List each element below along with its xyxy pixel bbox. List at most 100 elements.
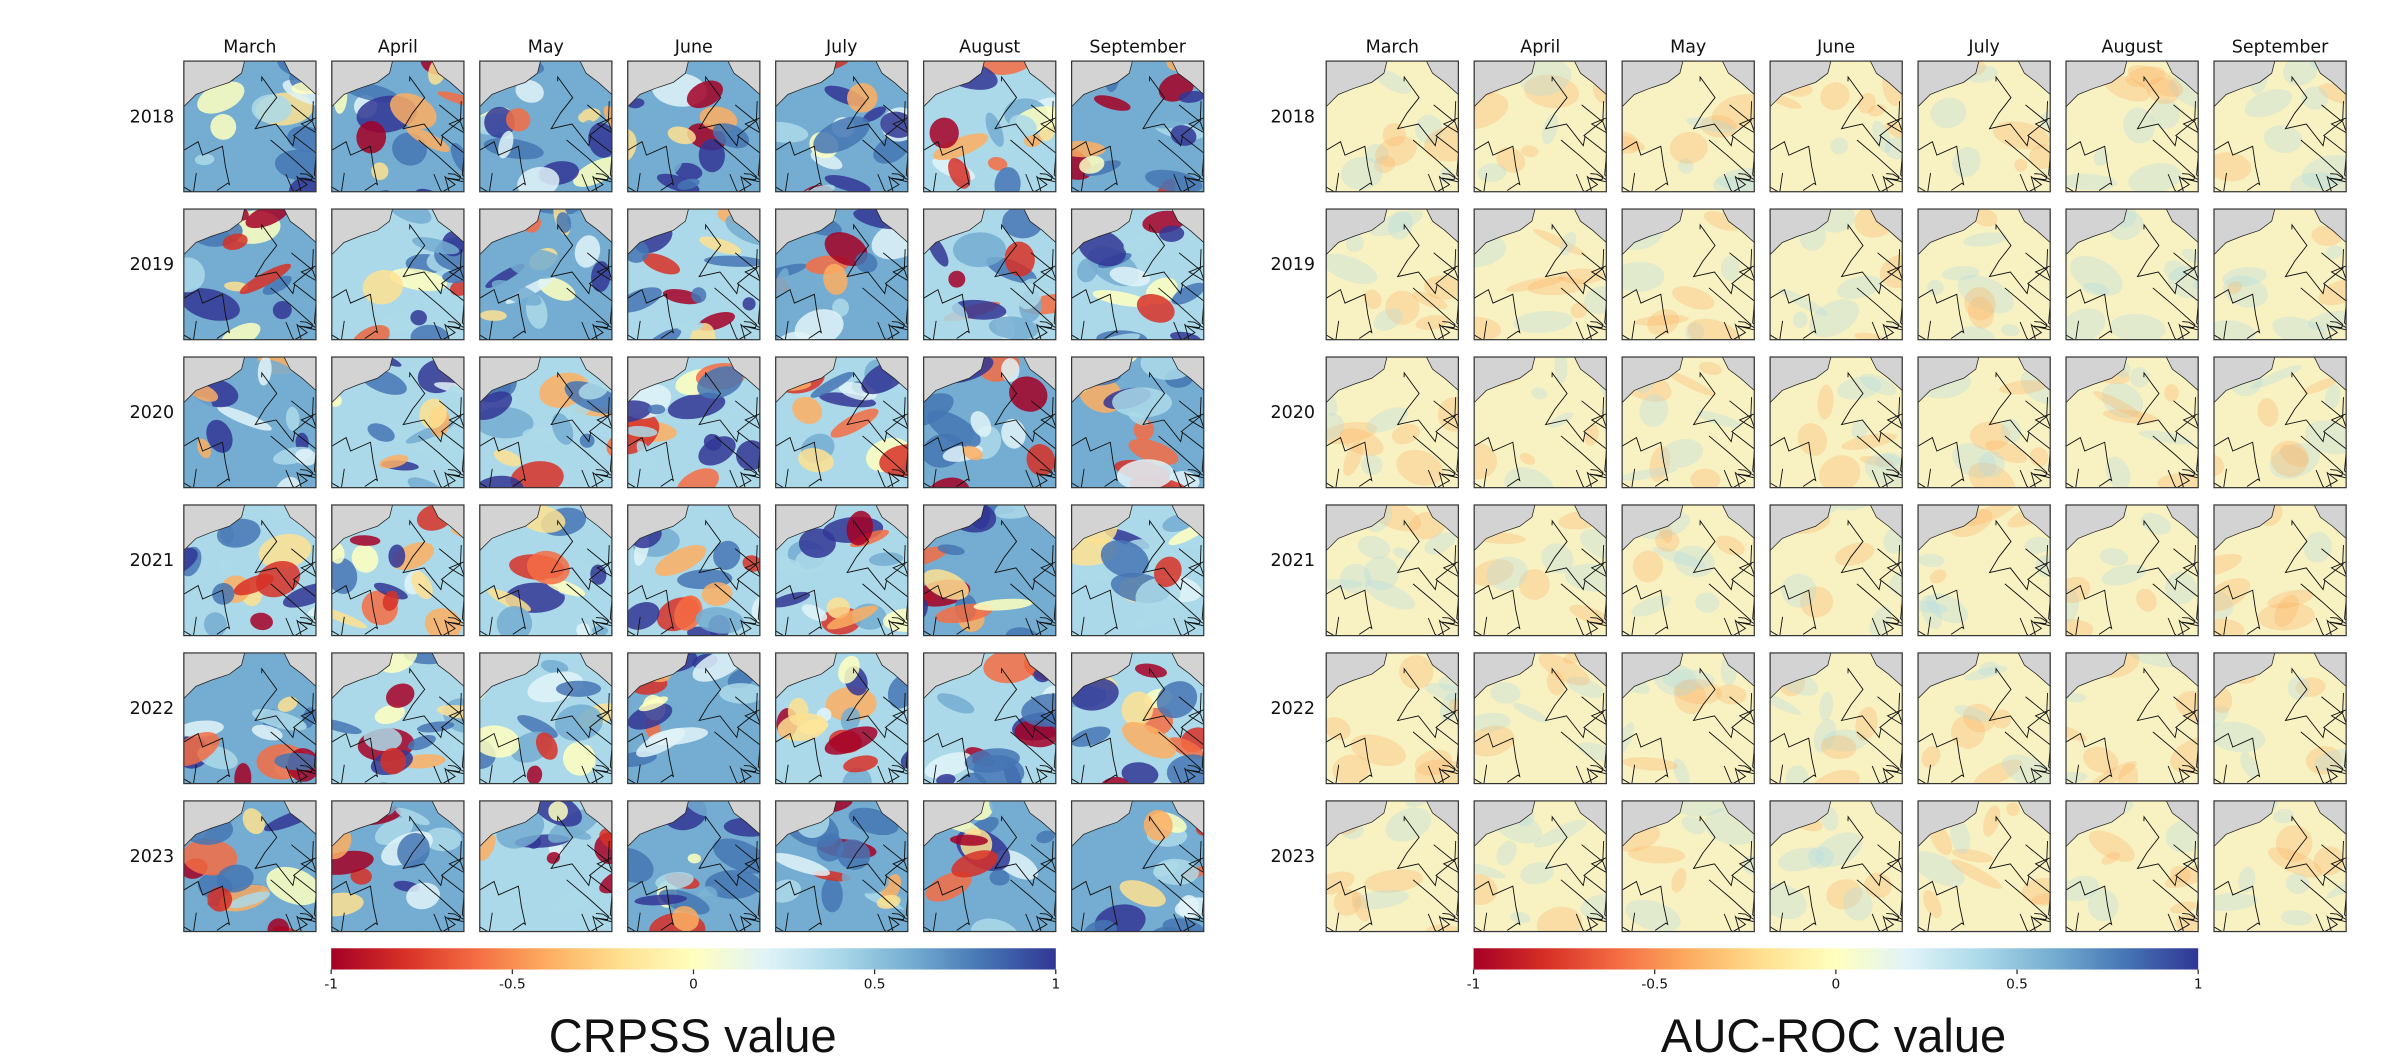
map-frame (1769, 800, 1903, 933)
map-patch (1128, 438, 1179, 466)
map-patch (983, 652, 1036, 684)
border-line (479, 436, 527, 487)
map-patch (1366, 407, 1409, 433)
map-patch (183, 547, 198, 580)
border-line (1173, 617, 1196, 636)
map-patch (1964, 504, 2016, 527)
sea-area (1622, 357, 1684, 404)
border-line (2300, 287, 2347, 331)
border-line (1879, 840, 1903, 918)
map-patch (563, 742, 596, 776)
map-patch (1370, 210, 1423, 237)
map-tile (1918, 652, 2051, 784)
map-tile (1770, 209, 1903, 340)
map-frame (1917, 504, 2051, 637)
sea-area (1171, 61, 1204, 96)
map-patch (1779, 288, 1828, 316)
map-patch (879, 444, 908, 477)
border-line (1622, 880, 1669, 931)
border-line (2152, 139, 2199, 183)
border-line (846, 519, 888, 591)
map-tile (627, 504, 760, 636)
sea-area (923, 357, 985, 404)
map-tile (1326, 652, 1459, 784)
border-line (2152, 731, 2199, 775)
border-line (566, 139, 612, 183)
border-line (1396, 667, 1438, 739)
sea-area (727, 61, 760, 96)
map-tile (923, 209, 1056, 340)
map-patch (258, 533, 312, 569)
map-patch (2028, 144, 2051, 170)
sea-area (2066, 652, 2128, 700)
border-line (285, 321, 308, 340)
sea-area (1770, 504, 1832, 552)
border-line (2152, 583, 2199, 627)
map-patch (266, 866, 316, 906)
border-line (884, 397, 908, 474)
map-frame (183, 60, 317, 193)
map-patch (217, 405, 272, 431)
sea-area (2165, 800, 2199, 835)
sea-area (1023, 504, 1056, 539)
sea-area (183, 504, 245, 552)
border-line (627, 732, 675, 783)
map-patch (363, 726, 402, 752)
map-patch (2066, 308, 2106, 340)
border-line (1326, 764, 1340, 784)
map-frame (923, 504, 1057, 637)
map-patch (535, 732, 558, 760)
map-patch (1412, 291, 1448, 310)
border-line (1158, 731, 1204, 775)
border-line (877, 173, 900, 192)
map-patch (1100, 540, 1149, 578)
map-patch (479, 834, 496, 862)
border-line (884, 249, 908, 326)
map-patch (1521, 145, 1539, 158)
border-line (1025, 173, 1048, 192)
border-line (1918, 764, 1932, 784)
sea-area (1622, 209, 1684, 256)
map-patch (1820, 735, 1857, 760)
map-patch (927, 477, 971, 488)
border-line (1178, 548, 1204, 578)
map-tile (1071, 800, 1204, 932)
border-line (1581, 400, 1607, 430)
sea-area (1622, 800, 1684, 848)
map-patch (842, 767, 872, 784)
map-patch (2069, 255, 2123, 296)
border-line (714, 731, 760, 775)
border-line (479, 732, 527, 783)
map-patch (1474, 559, 1514, 587)
map-patch (775, 879, 802, 903)
map-patch (687, 853, 702, 864)
map-frame (627, 504, 761, 637)
map-patch (1415, 114, 1443, 144)
map-patch (285, 406, 300, 432)
border-line (285, 469, 308, 488)
map-patch (1116, 459, 1174, 488)
map-patch (419, 398, 447, 429)
sea-area (1023, 357, 1056, 391)
map-patch (1671, 868, 1687, 893)
map-patch (655, 545, 707, 577)
map-tile (1770, 357, 1903, 488)
border-line (1622, 320, 1636, 340)
map-frame (331, 208, 465, 341)
border-line (1326, 880, 1373, 931)
border-line (882, 844, 908, 873)
map-patch (627, 287, 662, 313)
border-line (586, 548, 612, 578)
border-line (1622, 584, 1669, 635)
map-frame (479, 800, 613, 933)
sea-area (283, 61, 316, 96)
map-patch (388, 544, 406, 568)
map-frame (627, 652, 761, 785)
map-patch (1474, 443, 1498, 480)
border-line (1988, 371, 2030, 443)
border-line (882, 104, 908, 134)
map-patch (792, 396, 823, 424)
border-line (1010, 731, 1056, 775)
map-patch (2269, 443, 2320, 479)
border-line (2213, 616, 2227, 636)
